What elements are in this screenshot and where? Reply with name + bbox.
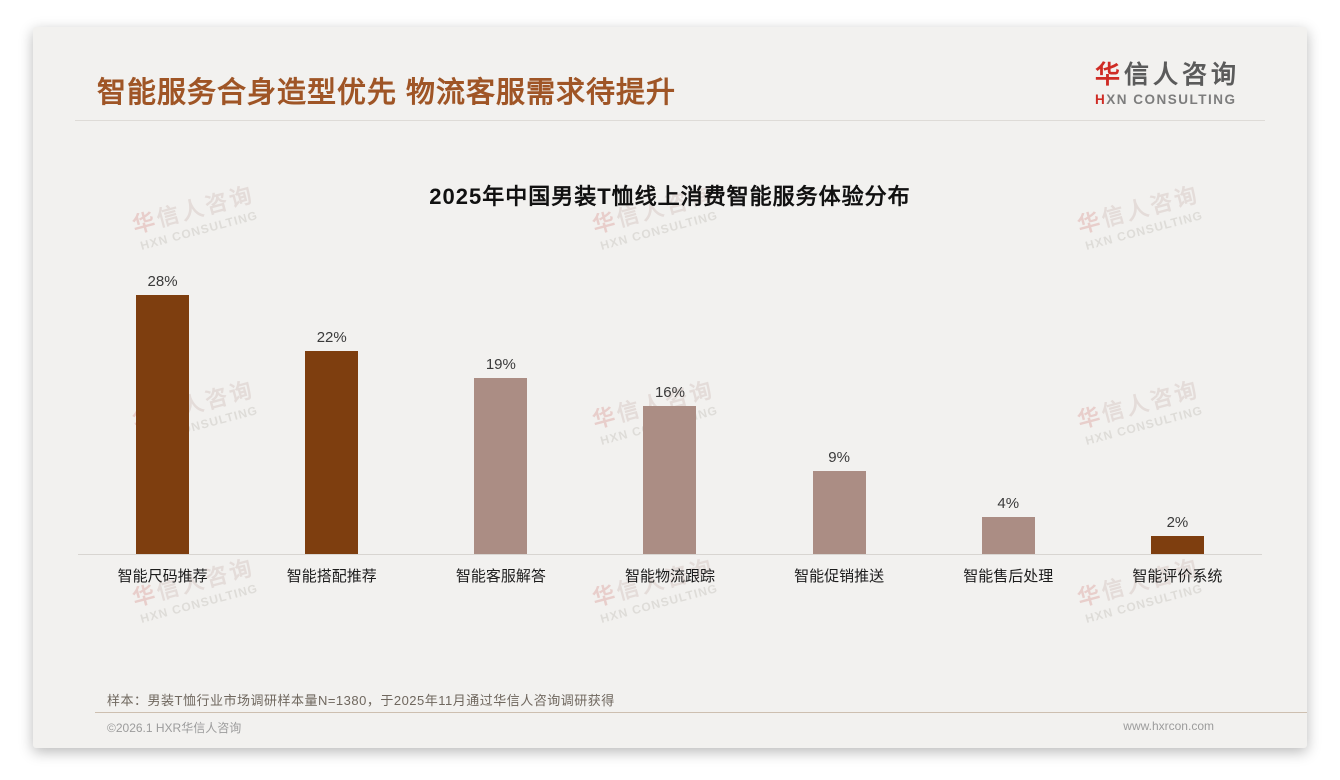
company-logo: 华信人咨询 HXN CONSULTING bbox=[1095, 55, 1240, 107]
chart-bar bbox=[643, 406, 697, 554]
bar-value-label: 28% bbox=[147, 273, 178, 290]
chart-bar bbox=[305, 350, 359, 554]
chart-bar bbox=[1150, 535, 1204, 554]
bar-group: 16% bbox=[585, 254, 754, 554]
copyright-text: ©2026.1 HXR华信人咨询 bbox=[107, 721, 242, 735]
x-axis-line bbox=[78, 554, 1262, 555]
logo-en-text: HXN CONSULTING bbox=[1094, 92, 1237, 107]
bar-value-label: 16% bbox=[654, 384, 685, 401]
bar-chart: 28% 22% 19% 16% 9% 4% 2% bbox=[78, 254, 1262, 554]
bar-group: 4% bbox=[924, 254, 1093, 554]
bar-value-label: 19% bbox=[485, 356, 516, 374]
chart-bar bbox=[136, 295, 190, 554]
logo-cn-text: 华信人咨询 bbox=[1094, 61, 1240, 89]
report-card: 华信人咨询 HXN CONSULTING 华信人咨询 HXN CONSULTIN… bbox=[33, 27, 1307, 748]
watermark: 华信人咨询 HXN CONSULTING bbox=[1074, 554, 1205, 626]
category-label: 智能尺码推荐 bbox=[117, 568, 208, 585]
header-divider bbox=[75, 120, 1265, 121]
bar-value-label: 2% bbox=[1166, 513, 1189, 531]
watermark: 华信人咨询 HXN CONSULTING bbox=[589, 554, 720, 626]
chart-bar bbox=[981, 517, 1035, 554]
category-label: 智能评价系统 bbox=[1132, 568, 1223, 585]
bar-value-label: 9% bbox=[828, 448, 850, 466]
bar-group: 9% bbox=[755, 254, 924, 554]
category-axis-labels: 智能尺码推荐 智能搭配推荐 智能客服解答 智能物流跟踪 智能促销推送 智能售后处理 智能评价… bbox=[78, 565, 1262, 586]
category-label: 智能促销推送 bbox=[794, 568, 885, 585]
bar-group: 22% bbox=[247, 254, 416, 554]
footer-divider bbox=[95, 712, 1307, 713]
category-label: 智能客服解答 bbox=[455, 568, 546, 585]
sample-note: 样本：男装T恤行业市场调研样本量N=1380，于2025年11月通过华信人咨询调… bbox=[107, 693, 615, 708]
bar-group: 19% bbox=[416, 254, 585, 554]
bar-group: 2% bbox=[1093, 254, 1262, 554]
page-title: 智能服务合身造型优先 物流客服需求待提升 bbox=[97, 77, 677, 109]
watermark: 华信人咨询 HXN CONSULTING bbox=[129, 554, 260, 626]
category-label: 智能售后处理 bbox=[963, 568, 1054, 585]
category-label: 智能物流跟踪 bbox=[624, 568, 715, 585]
website-url: www.hxrcon.com bbox=[1123, 719, 1214, 733]
chart-bar bbox=[474, 378, 528, 554]
bar-value-label: 4% bbox=[997, 495, 1020, 512]
chart-title: 2025年中国男装T恤线上消费智能服务体验分布 bbox=[429, 184, 911, 209]
bar-value-label: 22% bbox=[316, 328, 347, 346]
chart-bar bbox=[812, 470, 866, 554]
bar-group: 28% bbox=[78, 254, 247, 554]
category-label: 智能搭配推荐 bbox=[286, 568, 377, 585]
